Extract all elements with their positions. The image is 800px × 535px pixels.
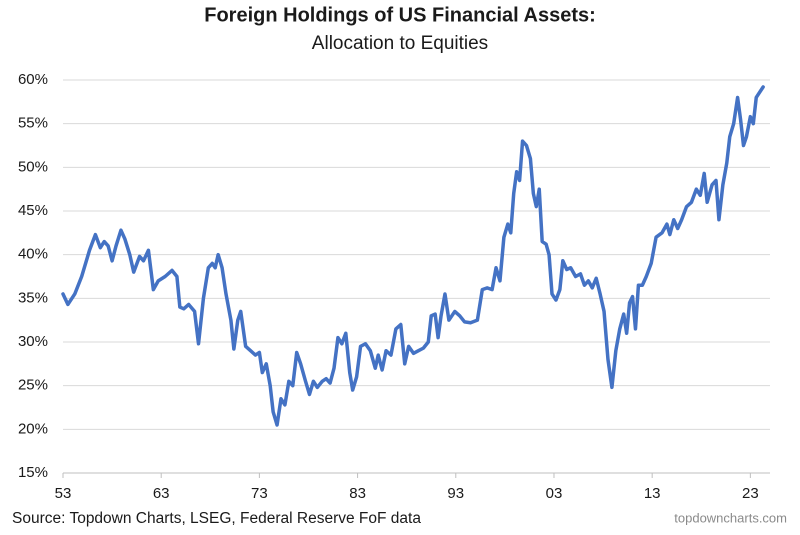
credit: topdowncharts.com — [674, 510, 787, 525]
y-tick-label: 15% — [18, 464, 48, 481]
x-tick-label: 73 — [251, 485, 268, 502]
y-tick-label: 45% — [18, 202, 48, 219]
x-tick-label: 93 — [447, 485, 464, 502]
data-line — [61, 85, 765, 427]
y-tick-label: 30% — [18, 333, 48, 350]
y-tick-label: 55% — [18, 115, 48, 132]
y-tick-label: 25% — [18, 377, 48, 394]
source-note: Source: Topdown Charts, LSEG, Federal Re… — [12, 510, 421, 527]
x-tick-label: 03 — [546, 485, 563, 502]
x-tick-label: 53 — [55, 485, 72, 502]
x-tick-label: 63 — [153, 485, 170, 502]
y-tick-label: 60% — [18, 71, 48, 88]
y-tick-label: 20% — [18, 420, 48, 437]
x-tick-label: 83 — [349, 485, 366, 502]
y-tick-label: 35% — [18, 289, 48, 306]
chart-subtitle: Allocation to Equities — [312, 33, 488, 54]
x-tick-label: 13 — [644, 485, 661, 502]
x-tick-label: 23 — [742, 485, 759, 502]
y-tick-label: 40% — [18, 246, 48, 263]
y-tick-label: 50% — [18, 158, 48, 175]
chart-title: Foreign Holdings of US Financial Assets: — [204, 4, 596, 26]
